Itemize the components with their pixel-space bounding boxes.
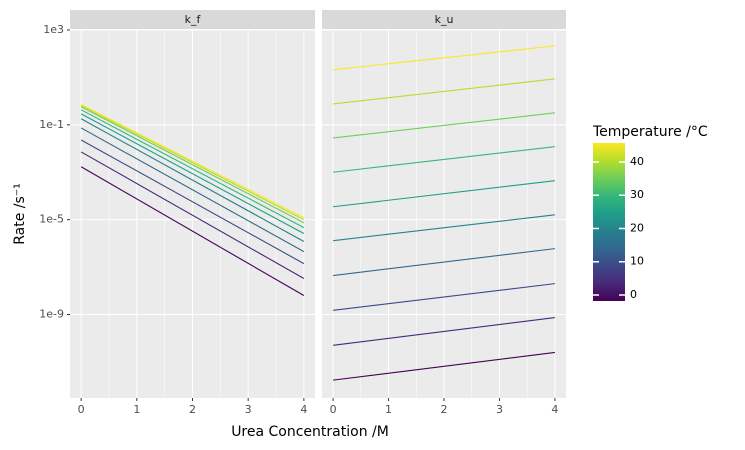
strip-label: k_u: [435, 13, 454, 26]
y-axis-title: Rate /s⁻¹: [12, 183, 28, 245]
line: [333, 112, 555, 139]
line: [80, 139, 305, 265]
line: [333, 317, 555, 346]
colorbar-tick-label: 40: [630, 155, 644, 168]
y-tick-label: 1e3: [43, 23, 64, 36]
y-tick-label: 1e-1: [39, 118, 64, 131]
x-tick-label: 1: [385, 403, 392, 416]
line: [80, 118, 305, 242]
line: [333, 146, 555, 173]
y-tick-label: 1e-5: [39, 213, 64, 226]
y-tick-label: 1e-9: [39, 307, 64, 320]
colorbar-tick-label: 10: [630, 255, 644, 268]
x-tick-label: 1: [133, 403, 140, 416]
x-tick-label: 0: [330, 403, 337, 416]
x-tick-label: 0: [78, 403, 85, 416]
x-tick-label: 2: [189, 403, 196, 416]
x-tick-label: 4: [551, 403, 558, 416]
line: [333, 351, 555, 381]
colorbar-tick-label: 0: [630, 288, 637, 301]
strip: [322, 10, 566, 29]
line: [333, 78, 555, 105]
line: [333, 180, 555, 208]
line: [80, 113, 305, 235]
x-tick-label: 4: [300, 403, 307, 416]
legend-title: Temperature /°C: [592, 124, 708, 140]
x-tick-label: 3: [245, 403, 252, 416]
line: [80, 106, 305, 224]
line: [80, 104, 305, 219]
line: [80, 104, 305, 221]
x-tick-label: 3: [496, 403, 503, 416]
colorbar-tick-label: 20: [630, 221, 644, 234]
line: [80, 109, 305, 229]
colorbar-tick-label: 30: [630, 188, 644, 201]
line: [333, 45, 555, 71]
line: [80, 166, 305, 297]
line: [80, 151, 305, 279]
strip: [70, 10, 315, 29]
line: [80, 127, 305, 253]
line: [333, 283, 555, 311]
line: [333, 248, 555, 277]
x-axis-title: Urea Concentration /M: [231, 424, 389, 440]
line: [333, 214, 555, 242]
strip-label: k_f: [185, 13, 202, 26]
colorbar: [593, 143, 625, 301]
x-tick-label: 2: [441, 403, 448, 416]
